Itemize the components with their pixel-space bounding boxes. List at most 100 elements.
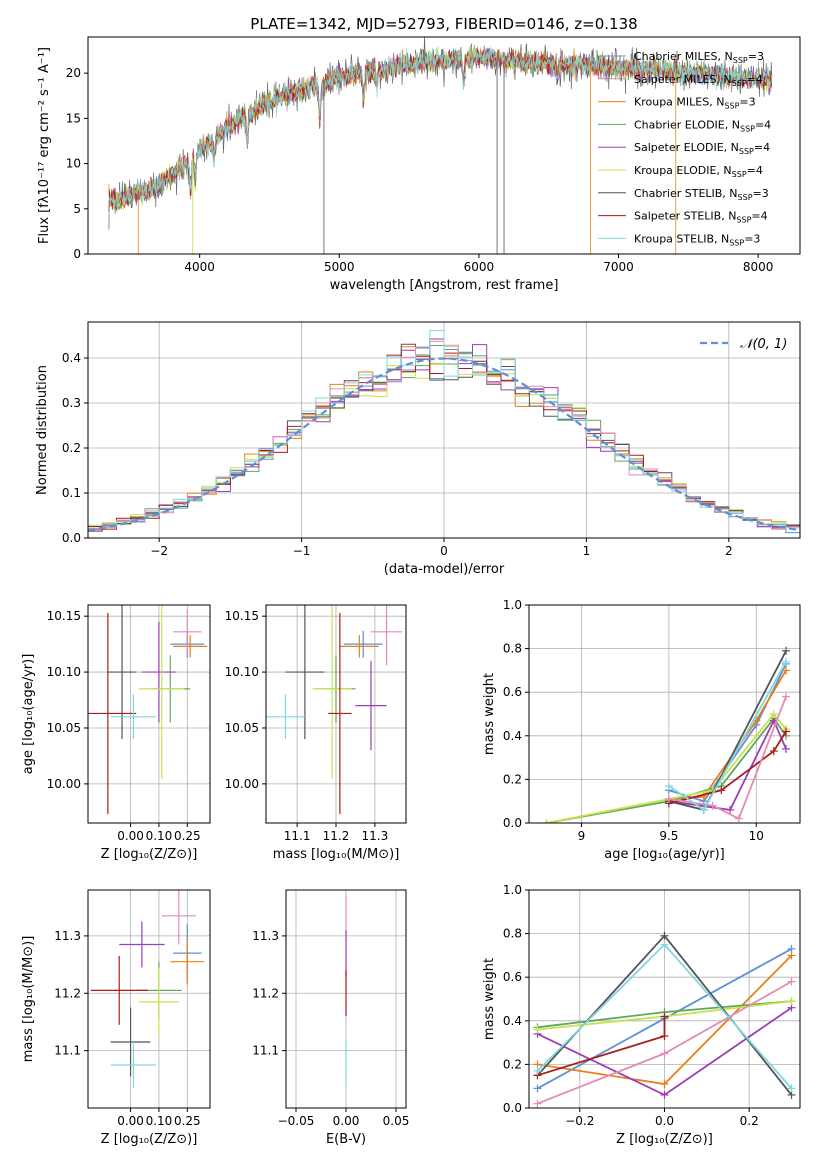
legend-entry-value: =4 bbox=[755, 118, 771, 131]
legend-entry-subscript: SSP bbox=[733, 56, 748, 65]
weight-series-line bbox=[668, 696, 787, 820]
y-tick-label: 10.00 bbox=[225, 777, 259, 791]
errorbar-point bbox=[343, 630, 383, 658]
y-tick-label: 10.00 bbox=[47, 777, 81, 791]
x-tick-label: 9 bbox=[578, 829, 586, 843]
weight-marker bbox=[787, 951, 796, 960]
plot-area-mass_vs_Z bbox=[90, 890, 205, 1088]
y-tick-label: 0.2 bbox=[62, 441, 81, 455]
x-tick-label: 0.25 bbox=[174, 1114, 201, 1128]
x-tick-label: 7000 bbox=[603, 260, 634, 274]
x-tick-label: 1 bbox=[583, 544, 591, 558]
y-tick-label: 20 bbox=[66, 66, 81, 80]
y-tick-label: 11.3 bbox=[54, 929, 81, 943]
legend-entry: Chabrier ELODIE, NSSP=4 bbox=[634, 118, 771, 133]
x-tick-label: 0.10 bbox=[146, 829, 173, 843]
y-tick-label: 0.8 bbox=[503, 927, 522, 941]
weight-marker bbox=[782, 666, 791, 675]
y-axis-label: age [log₁₀(age/yr)] bbox=[21, 654, 36, 775]
weight-marker bbox=[660, 931, 669, 940]
legend-entry: Salpeter MILES, NSSP=4 bbox=[634, 73, 763, 88]
y-tick-label: 10 bbox=[66, 157, 81, 171]
legend-entry-value: =4 bbox=[747, 164, 763, 177]
legend-entry-subscript: SSP bbox=[729, 238, 744, 247]
weight-marker bbox=[708, 801, 717, 810]
y-tick-label: 10.10 bbox=[47, 665, 81, 679]
legend-entry-name: Salpeter STELIB, N bbox=[634, 210, 736, 223]
x-axis-label: E(B-V) bbox=[326, 1132, 366, 1147]
legend-entry-name: Kroupa STELIB, N bbox=[634, 232, 729, 245]
weight-marker bbox=[782, 692, 791, 701]
legend-entry-value: =4 bbox=[747, 73, 763, 86]
errorbar-point bbox=[110, 1007, 151, 1077]
errorbar-point bbox=[173, 635, 208, 658]
residual-legend: 𝒩(0, 1) bbox=[700, 337, 787, 352]
legend-entry: Salpeter ELODIE, NSSP=4 bbox=[634, 141, 770, 156]
legend-entry-name: Kroupa MILES, N bbox=[634, 96, 724, 109]
x-tick-label: −1 bbox=[293, 544, 311, 558]
x-tick-label: 8000 bbox=[743, 260, 774, 274]
legend-entry-subscript: SSP bbox=[739, 147, 754, 156]
y-tick-label: 10.10 bbox=[225, 665, 259, 679]
x-tick-label: 0.00 bbox=[333, 1114, 360, 1128]
y-tick-label: 5 bbox=[73, 202, 81, 216]
legend-entry: 𝒩(0, 1) bbox=[740, 337, 787, 352]
y-tick-label: 0.0 bbox=[62, 531, 81, 545]
y-tick-label: 11.1 bbox=[252, 1044, 279, 1058]
y-axis-label: mass weight bbox=[482, 673, 497, 755]
x-axis-label: Z [log₁₀(Z/Z⊙)] bbox=[101, 847, 198, 862]
weight-marker bbox=[542, 819, 551, 823]
legend-entry-value: =3 bbox=[739, 96, 755, 109]
weight-series-line bbox=[668, 730, 787, 805]
y-tick-label: 10.15 bbox=[225, 609, 259, 623]
legend-entry-subscript: SSP bbox=[738, 193, 753, 202]
errorbar-point bbox=[88, 612, 137, 815]
errorbar-point bbox=[371, 605, 403, 666]
y-tick-label: 1.0 bbox=[503, 883, 522, 897]
legend-entry-name: Salpeter ELODIE, N bbox=[634, 141, 739, 154]
panel-mass_vs_EBV: −0.05 0.00 0.05 11.1 11.2 11.3 E(B-V) bbox=[252, 889, 409, 1147]
weight-marker bbox=[782, 646, 791, 655]
weight-marker bbox=[787, 1084, 796, 1093]
legend-entry: Chabrier MILES, NSSP=3 bbox=[634, 50, 764, 65]
x-tick-label: 11.3 bbox=[362, 829, 389, 843]
legend-entry-value: =3 bbox=[744, 232, 760, 245]
weight-marker bbox=[533, 1099, 542, 1108]
legend-entry-name: Chabrier ELODIE, N bbox=[634, 118, 740, 131]
y-tick-label: 10.05 bbox=[225, 721, 259, 735]
legend-entry-subscript: SSP bbox=[740, 124, 755, 133]
legend-entry-subscript: SSP bbox=[732, 170, 747, 179]
errorbar-point bbox=[119, 921, 165, 968]
panel-mass_vs_Z: 0.00 0.10 0.25 11.1 11.2 11.3 Z [log₁₀(Z/Z⊙)] m… bbox=[21, 889, 211, 1147]
legend-entry: Kroupa MILES, NSSP=3 bbox=[634, 96, 756, 111]
x-tick-label: −0.2 bbox=[565, 1114, 594, 1128]
legend-entry-name: Chabrier STELIB, N bbox=[634, 187, 738, 200]
panel-weight_vs_Z: −0.2 0.0 0.2 0.0 0.2 0.4 0.6 0.8 1.0 Z [log₁₀(Z/Z… bbox=[482, 883, 801, 1147]
x-axis-label: mass [log₁₀(M/M⊙)] bbox=[273, 847, 400, 862]
weight-marker bbox=[660, 940, 669, 949]
legend-entry-subscript: SSP bbox=[736, 216, 751, 225]
histogram-series bbox=[88, 330, 800, 533]
weight-marker bbox=[664, 781, 673, 790]
x-tick-label: 9.5 bbox=[659, 829, 678, 843]
panel-age_vs_mass: 11.1 11.2 11.3 10.00 10.05 10.10 10.15 mass [lo… bbox=[225, 604, 407, 862]
errorbar-point bbox=[139, 967, 179, 1037]
x-tick-label: 10 bbox=[749, 829, 764, 843]
y-tick-label: 0.6 bbox=[503, 685, 522, 699]
plot-area-weight_vs_age bbox=[542, 646, 791, 823]
plot-area-age_vs_mass bbox=[266, 605, 403, 815]
x-axis-label: Z [log₁₀(Z/Z⊙)] bbox=[101, 1132, 198, 1147]
legend-entry-value: =4 bbox=[754, 141, 770, 154]
x-tick-label: 0 bbox=[440, 544, 448, 558]
spectrum-line bbox=[108, 46, 773, 210]
plot-area-weight_vs_Z bbox=[533, 931, 796, 1108]
y-tick-label: 10.15 bbox=[47, 609, 81, 623]
y-tick-label: 0.1 bbox=[62, 486, 81, 500]
weight-marker bbox=[787, 997, 796, 1006]
figure-title: PLATE=1342, MJD=52793, FIBERID=0146, z=0… bbox=[250, 15, 637, 33]
weight-marker bbox=[533, 1025, 542, 1034]
y-axis-label: mass weight bbox=[482, 958, 497, 1040]
errorbar-point bbox=[339, 635, 379, 658]
legend-entry: Kroupa STELIB, NSSP=3 bbox=[634, 232, 760, 247]
y-axis-label: mass [log₁₀(M/M⊙)] bbox=[21, 936, 36, 1063]
